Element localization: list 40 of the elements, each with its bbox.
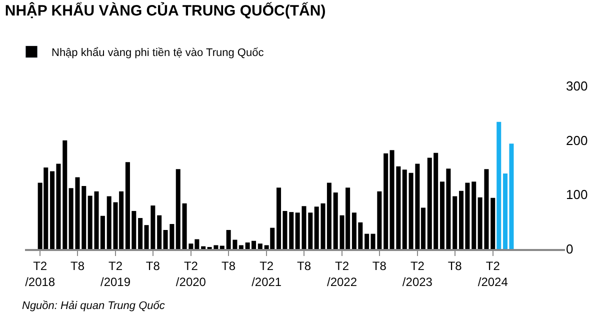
y-tick-label: 200 [566,132,588,148]
x-tick-label: T2 /2021 [252,259,282,289]
bar [238,245,244,249]
y-tick-label: 100 [566,187,588,202]
x-tick-label: T2 /2022 [326,259,358,289]
bar [220,246,224,249]
bar [88,196,92,249]
x-tick-label: T8 [70,259,85,274]
legend-label: Nhập khẩu vàng phi tiền tệ vào Trung Quốc [52,47,264,60]
bar [62,140,68,249]
bar [138,218,143,249]
x-tick-label: T8 [222,259,236,274]
bar [490,198,496,249]
bar [201,246,206,249]
x-tick-label: T2 /2018 [25,259,56,289]
y-tick-label: 300 [566,78,588,94]
bar [452,196,458,249]
x-tick-label: T8 [296,259,312,274]
x-tick-label: T2 /2019 [100,259,131,289]
bar [176,169,180,249]
bar [289,212,294,249]
x-tick-label: T2 /2020 [176,259,206,289]
bar [364,234,370,249]
bar [472,182,476,249]
bar [402,170,407,249]
bar [157,215,162,249]
x-tick-label: T8 [372,259,387,274]
x-tick-label: T8 [448,259,462,274]
x-tick-label: T2 /2023 [402,259,433,289]
x-tick-label: T2 /2024 [478,259,508,289]
y-tick-label: 0 [566,242,574,257]
bar [384,153,388,249]
bar [496,122,502,249]
bar [333,192,338,249]
x-tick-label: T8 [146,259,160,274]
bar [106,196,112,249]
text: Nguồn: Hải quan Trung Quốc [22,300,166,312]
chart-title: NHẬP KHẨU VÀNG CỦA TRUNG QUỐC(TẤN) [4,1,326,20]
bar [258,244,262,249]
bar [314,206,319,249]
